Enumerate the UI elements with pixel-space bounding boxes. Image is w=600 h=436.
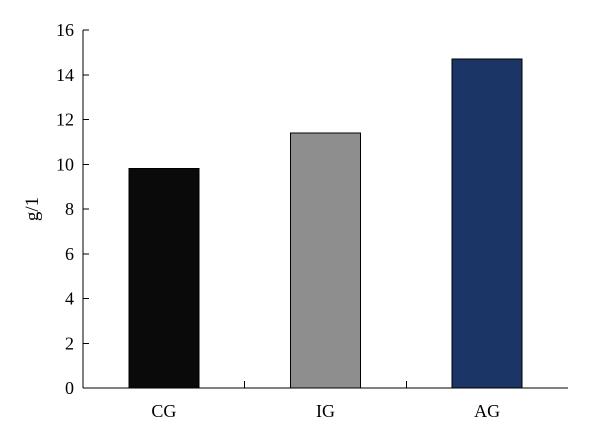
bar-cg — [128, 168, 200, 389]
bar-ag — [451, 58, 523, 389]
x-category-label: AG — [474, 401, 500, 421]
y-tick-label: 0 — [65, 378, 74, 398]
y-tick-label: 8 — [65, 199, 74, 219]
y-tick-label: 2 — [65, 333, 74, 353]
x-axis-ticks: CG IG AG — [151, 381, 500, 421]
y-tick-label: 16 — [56, 20, 74, 40]
y-axis-title: g/1 — [22, 197, 43, 221]
x-category-label: CG — [151, 401, 176, 421]
y-axis-ticks: 0 2 4 6 8 10 12 14 16 — [56, 20, 89, 398]
y-tick-label: 4 — [65, 289, 74, 309]
y-tick-label: 12 — [56, 110, 74, 130]
y-tick-label: 6 — [65, 244, 74, 264]
y-tick-label: 14 — [56, 65, 74, 85]
bar-ig — [290, 132, 361, 389]
y-tick-label: 10 — [56, 154, 74, 174]
x-category-label: IG — [316, 401, 335, 421]
bars-layer — [128, 58, 523, 389]
